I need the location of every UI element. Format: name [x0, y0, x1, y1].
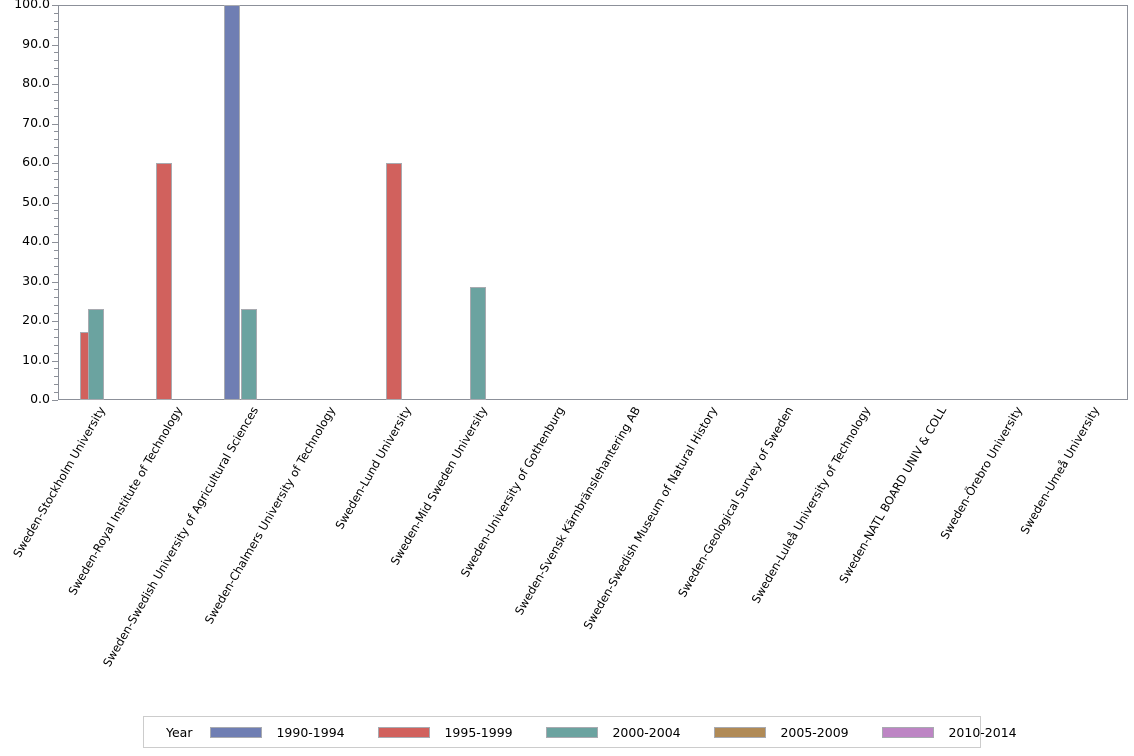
x-tick-label: Sweden-Umeå University	[1017, 404, 1102, 537]
legend-color-swatch	[882, 726, 935, 738]
y-minor-tick-mark	[54, 68, 58, 70]
y-minor-tick-mark	[54, 218, 58, 220]
y-minor-tick-mark	[54, 52, 58, 54]
y-minor-tick-mark	[54, 210, 58, 212]
y-minor-tick-mark	[54, 297, 58, 299]
y-minor-tick-mark	[54, 265, 58, 267]
y-tick-mark	[52, 360, 58, 362]
legend-label: 1995-1999	[444, 724, 513, 740]
y-minor-tick-mark	[54, 178, 58, 180]
legend-label: 2010-2014	[948, 724, 1017, 740]
y-minor-tick-mark	[54, 60, 58, 62]
y-minor-tick-mark	[54, 336, 58, 338]
y-tick-mark	[52, 321, 58, 322]
y-minor-tick-mark	[54, 305, 58, 307]
y-tick-label: 50.0	[22, 193, 50, 209]
y-minor-tick-mark	[54, 344, 58, 346]
y-minor-tick-mark	[54, 147, 58, 149]
x-tick-label: Sweden-Örebro University	[937, 404, 1026, 542]
plot-area	[58, 5, 1128, 400]
x-tick-label: Sweden-Lund University	[332, 404, 415, 532]
y-tick-label: 70.0	[22, 114, 50, 130]
y-minor-tick-mark	[54, 368, 58, 370]
bar	[156, 163, 173, 400]
y-tick-mark	[52, 5, 58, 6]
legend-color-swatch	[714, 726, 767, 738]
legend-entry[interactable]: 1990-1994	[210, 725, 374, 740]
y-tick-label: 100.0	[14, 0, 50, 11]
y-minor-tick-mark	[54, 12, 58, 14]
y-tick-label: 20.0	[22, 312, 50, 327]
bar	[241, 309, 258, 400]
legend-label: 1990-1994	[276, 724, 345, 740]
y-tick-mark	[52, 242, 58, 243]
legend-label: 2000-2004	[612, 724, 681, 740]
y-minor-tick-mark	[54, 257, 58, 259]
legend-color-swatch	[210, 726, 263, 738]
y-minor-tick-mark	[54, 107, 58, 109]
y-tick-label: 10.0	[22, 351, 50, 367]
y-minor-tick-mark	[54, 376, 58, 378]
chart-legend: Year 1990-1994 1995-1999 2000-2004 2005-200…	[143, 716, 1017, 748]
y-minor-tick-mark	[54, 289, 58, 291]
y-minor-tick-mark	[54, 392, 58, 394]
legend-entry[interactable]: 2000-2004	[546, 725, 710, 740]
y-tick-label: 80.0	[22, 75, 50, 90]
y-minor-tick-mark	[54, 194, 58, 196]
x-tick-label: Sweden-Svensk Kärnbränslehantering AB	[512, 404, 644, 618]
x-tick-label: Sweden-Stockholm University	[10, 404, 109, 560]
legend-entry-list: 1990-1994 1995-1999 2000-2004 2005-2009 2010…	[210, 725, 1050, 740]
y-tick-mark	[52, 123, 58, 125]
y-minor-tick-mark	[54, 155, 58, 157]
y-minor-tick-mark	[54, 170, 58, 172]
y-minor-tick-mark	[54, 115, 58, 117]
y-minor-tick-mark	[54, 20, 58, 22]
bar	[470, 287, 487, 400]
y-tick-label: 40.0	[22, 233, 50, 248]
y-tick-label: 30.0	[22, 272, 50, 288]
legend-color-swatch	[546, 726, 599, 738]
y-minor-tick-mark	[54, 352, 58, 354]
y-minor-tick-mark	[54, 313, 58, 315]
bar	[385, 163, 402, 400]
y-tick-mark	[52, 281, 58, 283]
y-minor-tick-mark	[54, 28, 58, 30]
x-tick-label: Sweden-Swedish Museum of Natural History	[580, 404, 720, 632]
bar	[224, 5, 241, 400]
y-minor-tick-mark	[54, 99, 58, 101]
y-minor-tick-mark	[54, 76, 58, 78]
y-tick-mark	[52, 202, 58, 204]
x-tick-label: Sweden-Swedish University of Agricultura…	[100, 404, 262, 670]
x-tick-label: Sweden-Chalmers University of Technology	[201, 404, 338, 627]
y-minor-tick-mark	[54, 234, 58, 236]
y-tick-label: 0.0	[30, 391, 50, 406]
legend-title: Year	[166, 724, 193, 740]
y-minor-tick-mark	[54, 91, 58, 93]
y-minor-tick-mark	[54, 36, 58, 38]
y-minor-tick-mark	[54, 273, 58, 275]
legend-entry[interactable]: 2005-2009	[714, 725, 878, 740]
y-tick-mark	[52, 84, 58, 85]
y-minor-tick-mark	[54, 131, 58, 133]
bar	[88, 309, 105, 400]
y-tick-mark	[52, 400, 58, 401]
y-minor-tick-mark	[54, 328, 58, 330]
legend-label: 2005-2009	[780, 724, 849, 740]
legend-color-swatch	[378, 726, 431, 738]
legend-entry[interactable]: 1995-1999	[378, 725, 542, 740]
legend-entry[interactable]: 2010-2014	[882, 725, 1046, 740]
y-minor-tick-mark	[54, 226, 58, 228]
y-minor-tick-mark	[54, 384, 58, 386]
y-minor-tick-mark	[54, 139, 58, 141]
y-minor-tick-mark	[54, 249, 58, 251]
y-tick-label: 60.0	[22, 154, 50, 169]
y-tick-label: 90.0	[22, 35, 50, 51]
y-tick-mark	[52, 44, 58, 46]
y-minor-tick-mark	[54, 186, 58, 188]
y-tick-mark	[52, 163, 58, 164]
